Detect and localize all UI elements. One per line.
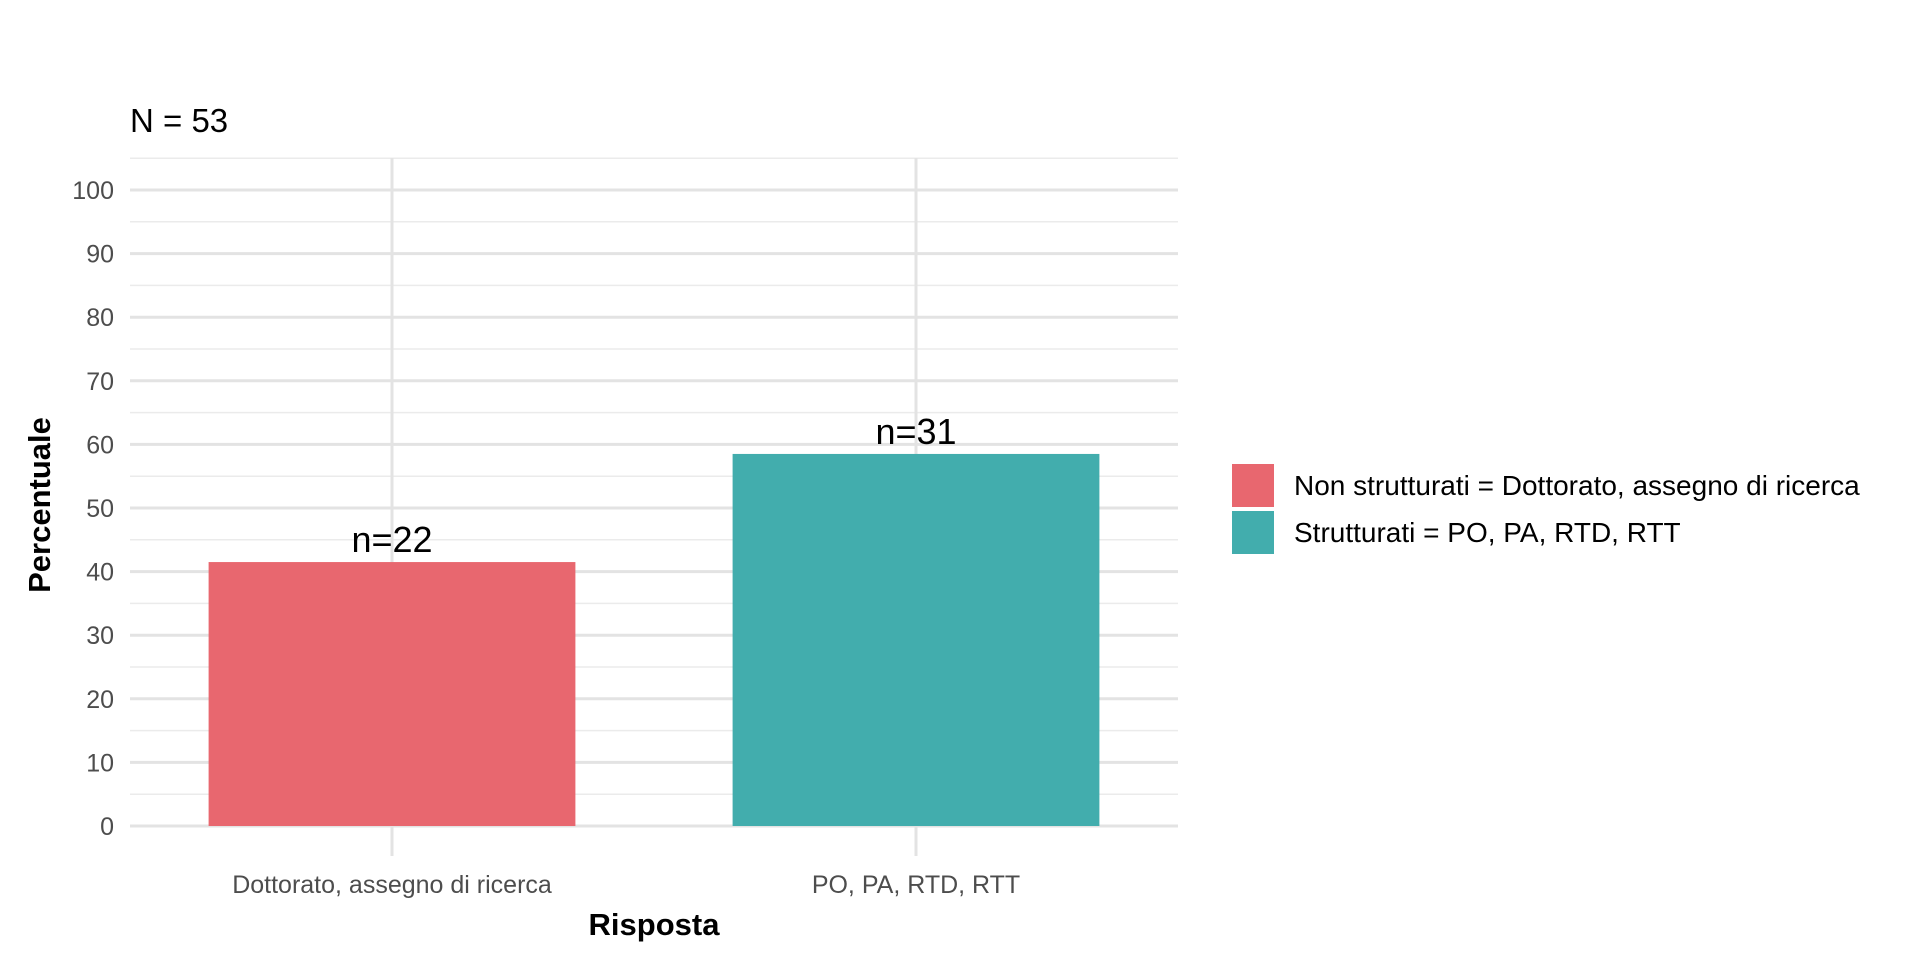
x-tick-label: PO, PA, RTD, RTT — [812, 871, 1020, 899]
bar-0 — [208, 562, 576, 826]
y-tick-label: 20 — [86, 686, 114, 714]
y-tick-label: 10 — [86, 749, 114, 777]
bar-1 — [732, 453, 1100, 826]
y-tick-label: 30 — [86, 622, 114, 650]
y-axis-label: Percentuale — [22, 417, 57, 593]
y-tick-label: 90 — [86, 241, 114, 269]
y-tick-label: 50 — [86, 495, 114, 523]
legend: Non strutturati = Dottorato, assegno di … — [1232, 462, 1860, 556]
y-tick-label: 100 — [72, 177, 114, 205]
chart-subtitle: N = 53 — [130, 102, 229, 139]
y-tick-label: 70 — [86, 368, 114, 396]
y-tick-label: 60 — [86, 431, 114, 459]
legend-item-non-strutturati: Non strutturati = Dottorato, assegno di … — [1232, 462, 1860, 509]
x-tick-label: Dottorato, assegno di ricerca — [232, 871, 552, 899]
y-tick-label: 80 — [86, 304, 114, 332]
y-tick-label: 40 — [86, 559, 114, 587]
data-label: n=22 — [351, 519, 432, 560]
data-label: n=31 — [875, 411, 956, 452]
x-axis-label: Risposta — [589, 907, 721, 942]
legend-label-strutturati: Strutturati = PO, PA, RTD, RTT — [1294, 516, 1681, 548]
legend-label-non-strutturati: Non strutturati = Dottorato, assegno di … — [1294, 469, 1860, 501]
y-tick-label: 0 — [100, 813, 114, 841]
legend-swatch-strutturati — [1232, 511, 1274, 554]
legend-item-strutturati: Strutturati = PO, PA, RTD, RTT — [1232, 509, 1860, 556]
legend-swatch-non-strutturati — [1232, 464, 1274, 507]
